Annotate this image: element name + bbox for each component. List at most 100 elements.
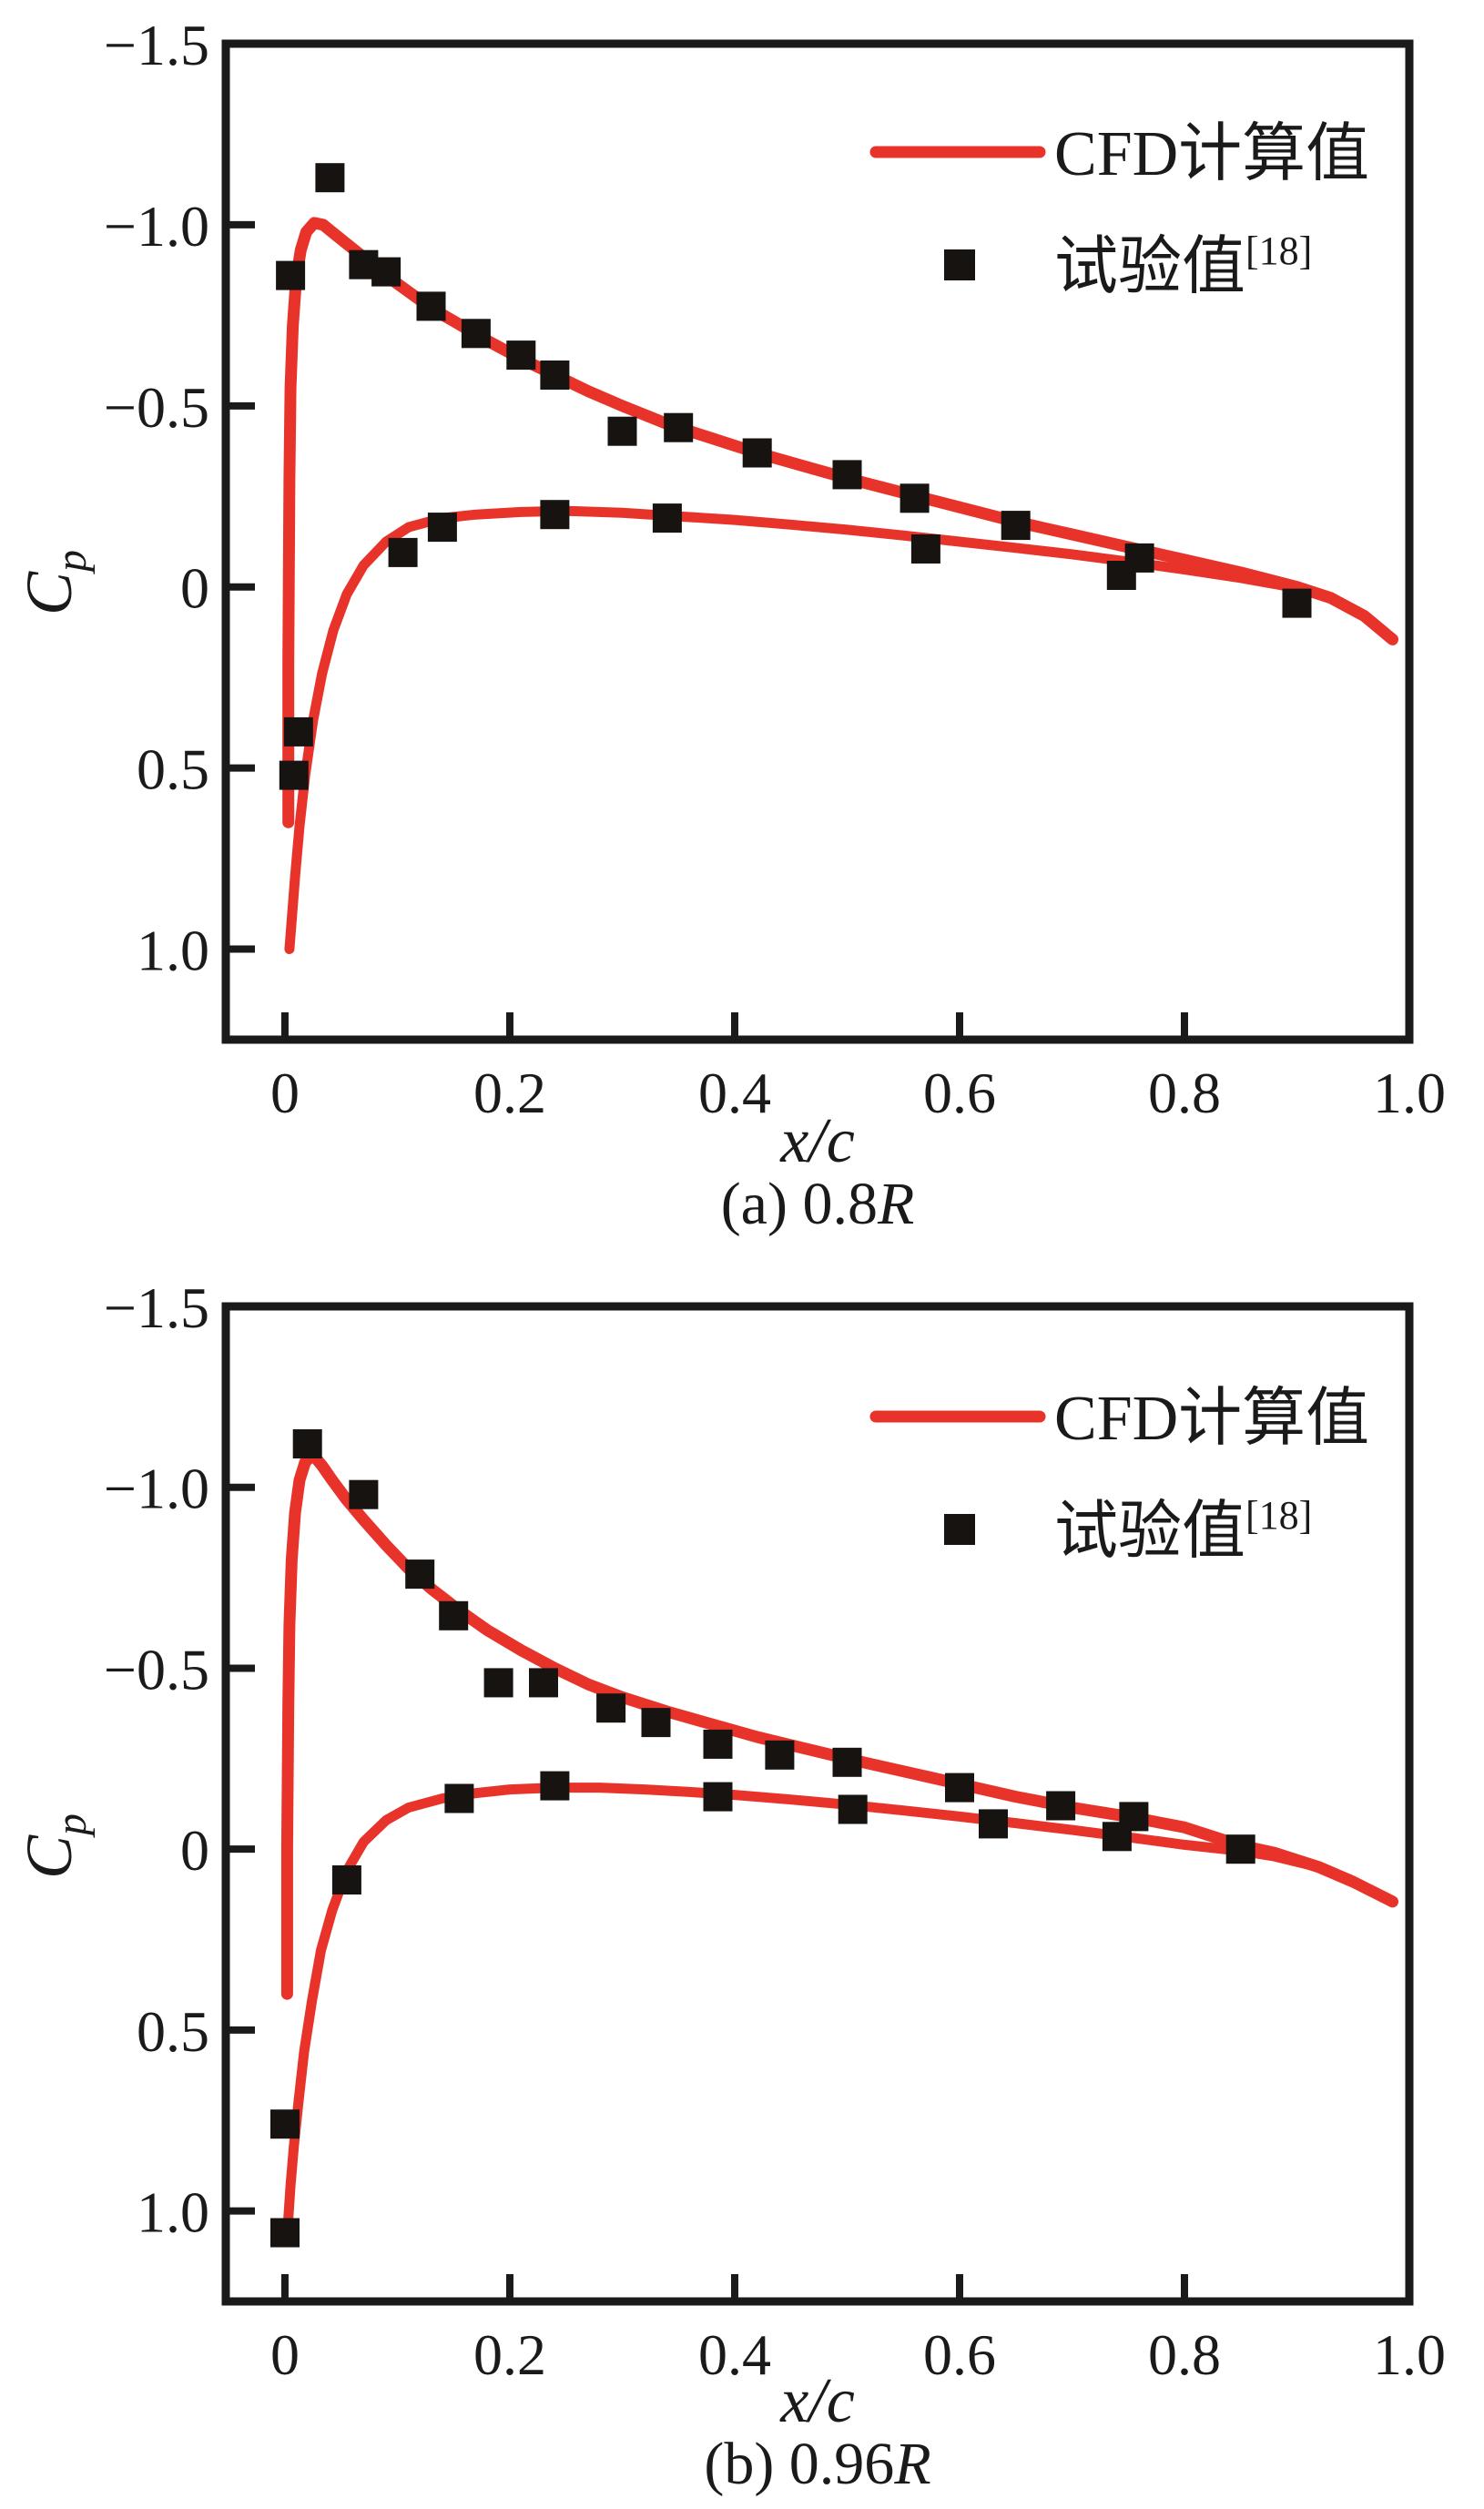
experiment-point-9 bbox=[765, 1740, 795, 1770]
experiment-point-5 bbox=[461, 319, 491, 349]
experiment-point-13 bbox=[1001, 511, 1031, 541]
experiment-point-21 bbox=[838, 1794, 868, 1824]
x-tick-label-0.2: 0.2 bbox=[473, 2322, 546, 2387]
chart-panel-b: −1.5 −1.0 −0.5 0 0.5 1.0 0 0.2 0.4 0.6 0.8 1.0 CFD… bbox=[13, 1275, 1446, 2497]
x-tick-labels: 0 0.2 0.4 0.6 0.8 1.0 bbox=[270, 1061, 1446, 1125]
experiment-point-8 bbox=[607, 416, 637, 446]
panel-caption: (b) 0.96R bbox=[704, 2431, 930, 2497]
y-tick-label-−1.5: −1.5 bbox=[104, 1275, 209, 1340]
x-tick-label-0: 0 bbox=[270, 2322, 300, 2387]
y-tick-label-−1.0: −1.0 bbox=[104, 1457, 209, 1521]
experiment-point-0 bbox=[276, 260, 306, 290]
y-tick-label-0: 0 bbox=[180, 556, 209, 621]
experiment-point-14 bbox=[1225, 1834, 1255, 1864]
x-ticks bbox=[280, 2274, 1413, 2298]
experiment-point-12 bbox=[900, 483, 930, 513]
legend-label-cfd: CFD计算值 bbox=[1054, 119, 1369, 189]
experiment-point-20 bbox=[540, 500, 570, 530]
y-tick-label-−0.5: −0.5 bbox=[104, 375, 209, 440]
experiment-point-21 bbox=[652, 503, 682, 533]
x-ticks bbox=[280, 1012, 1413, 1036]
legend-square-sample bbox=[944, 1514, 975, 1545]
y-tick-label-1.0: 1.0 bbox=[137, 919, 209, 983]
x-tick-label-0.8: 0.8 bbox=[1148, 1061, 1221, 1125]
experiment-point-22 bbox=[910, 534, 940, 564]
legend-label-experiment: 试验值[18] bbox=[1054, 229, 1312, 302]
plot-frame bbox=[221, 39, 1414, 1044]
experiment-point-7 bbox=[540, 361, 570, 390]
experiment-point-4 bbox=[483, 1668, 513, 1698]
experiment-point-17 bbox=[283, 716, 313, 747]
y-tick-label-1.0: 1.0 bbox=[137, 2180, 209, 2245]
x-tick-label-1.0: 1.0 bbox=[1373, 2322, 1446, 2387]
x-tick-label-0.6: 0.6 bbox=[923, 2322, 996, 2387]
experiment-point-11 bbox=[832, 460, 862, 490]
experiment-point-16 bbox=[279, 760, 309, 790]
x-tick-label-0.6: 0.6 bbox=[923, 1061, 996, 1125]
experiment-point-7 bbox=[641, 1708, 671, 1738]
y-tick-label-−1.5: −1.5 bbox=[104, 13, 209, 77]
cfd-lower-curve bbox=[284, 505, 1398, 954]
y-tick-labels: −1.5 −1.0 −0.5 0 0.5 1.0 bbox=[104, 1275, 209, 2245]
x-tick-label-1.0: 1.0 bbox=[1373, 1061, 1446, 1125]
experiment-point-1 bbox=[349, 1479, 379, 1509]
experiment-point-6 bbox=[596, 1693, 626, 1723]
cfd-curves bbox=[282, 217, 1398, 954]
experiment-point-4 bbox=[416, 291, 446, 321]
x-tick-label-0.8: 0.8 bbox=[1148, 2322, 1221, 2387]
x-tick-labels: 0 0.2 0.4 0.6 0.8 1.0 bbox=[270, 2322, 1446, 2387]
experiment-point-10 bbox=[742, 438, 772, 468]
experiment-point-15 bbox=[1282, 588, 1312, 618]
x-axis-label: x/c bbox=[779, 2366, 855, 2436]
legend-label-experiment: 试验值[18] bbox=[1054, 1493, 1312, 1567]
legend-label-cfd: CFD计算值 bbox=[1054, 1384, 1369, 1454]
experiment-point-19 bbox=[427, 513, 457, 543]
experiment-point-11 bbox=[945, 1773, 974, 1803]
experiment-point-1 bbox=[315, 163, 345, 193]
experiment-point-12 bbox=[1046, 1791, 1076, 1821]
y-tick-labels: −1.5 −1.0 −0.5 0 0.5 1.0 bbox=[104, 13, 209, 983]
experiment-point-15 bbox=[270, 2109, 300, 2139]
experiment-point-18 bbox=[444, 1783, 474, 1813]
experiment-point-18 bbox=[388, 537, 418, 567]
experiment-point-8 bbox=[703, 1729, 733, 1759]
experiment-point-22 bbox=[979, 1809, 1008, 1839]
y-tick-label-−0.5: −0.5 bbox=[104, 1637, 209, 1701]
cfd-curves bbox=[280, 1448, 1398, 2224]
experiment-markers bbox=[270, 1429, 1255, 2248]
x-axis-label: x/c bbox=[779, 1106, 855, 1176]
y-ticks bbox=[229, 1303, 255, 2215]
y-axis-label: Cp bbox=[13, 1813, 96, 1879]
experiment-point-20 bbox=[703, 1782, 733, 1812]
cfd-lower-curve bbox=[283, 1783, 1398, 2224]
y-tick-label-0: 0 bbox=[180, 1818, 209, 1883]
y-tick-label-0.5: 0.5 bbox=[137, 1999, 209, 2064]
experiment-point-23 bbox=[1106, 561, 1136, 590]
experiment-point-3 bbox=[439, 1600, 469, 1630]
y-axis-label: Cp bbox=[13, 550, 96, 615]
x-tick-label-0.4: 0.4 bbox=[698, 1061, 771, 1125]
experiment-point-16 bbox=[270, 2218, 300, 2248]
experiment-point-19 bbox=[540, 1771, 570, 1801]
cfd-upper-curve bbox=[282, 217, 1398, 828]
x-tick-label-0.2: 0.2 bbox=[473, 1061, 546, 1125]
experiment-point-10 bbox=[832, 1747, 862, 1777]
experiment-point-0 bbox=[292, 1429, 322, 1458]
experiment-point-9 bbox=[664, 412, 694, 442]
chart-panel-a: −1.5 −1.0 −0.5 0 0.5 1.0 0 0.2 0.4 0.6 0.8 1.0 CFD… bbox=[13, 13, 1446, 1237]
cfd-upper-curve bbox=[280, 1448, 1398, 2000]
experiment-point-5 bbox=[529, 1668, 558, 1698]
panel-caption: (a) 0.8R bbox=[721, 1171, 915, 1237]
plot-frame bbox=[221, 1302, 1414, 2306]
experiment-point-17 bbox=[331, 1865, 361, 1894]
experiment-markers bbox=[276, 163, 1312, 790]
y-tick-label-−1.0: −1.0 bbox=[104, 194, 209, 259]
experiment-point-23 bbox=[1102, 1822, 1132, 1852]
experiment-point-6 bbox=[506, 340, 536, 371]
legend: CFD计算值 试验值[18] bbox=[869, 1384, 1369, 1567]
y-ticks bbox=[229, 40, 255, 953]
legend: CFD计算值 试验值[18] bbox=[869, 119, 1369, 302]
x-tick-label-0: 0 bbox=[270, 1061, 300, 1125]
y-tick-label-0.5: 0.5 bbox=[137, 737, 209, 802]
legend-square-sample bbox=[944, 249, 975, 280]
